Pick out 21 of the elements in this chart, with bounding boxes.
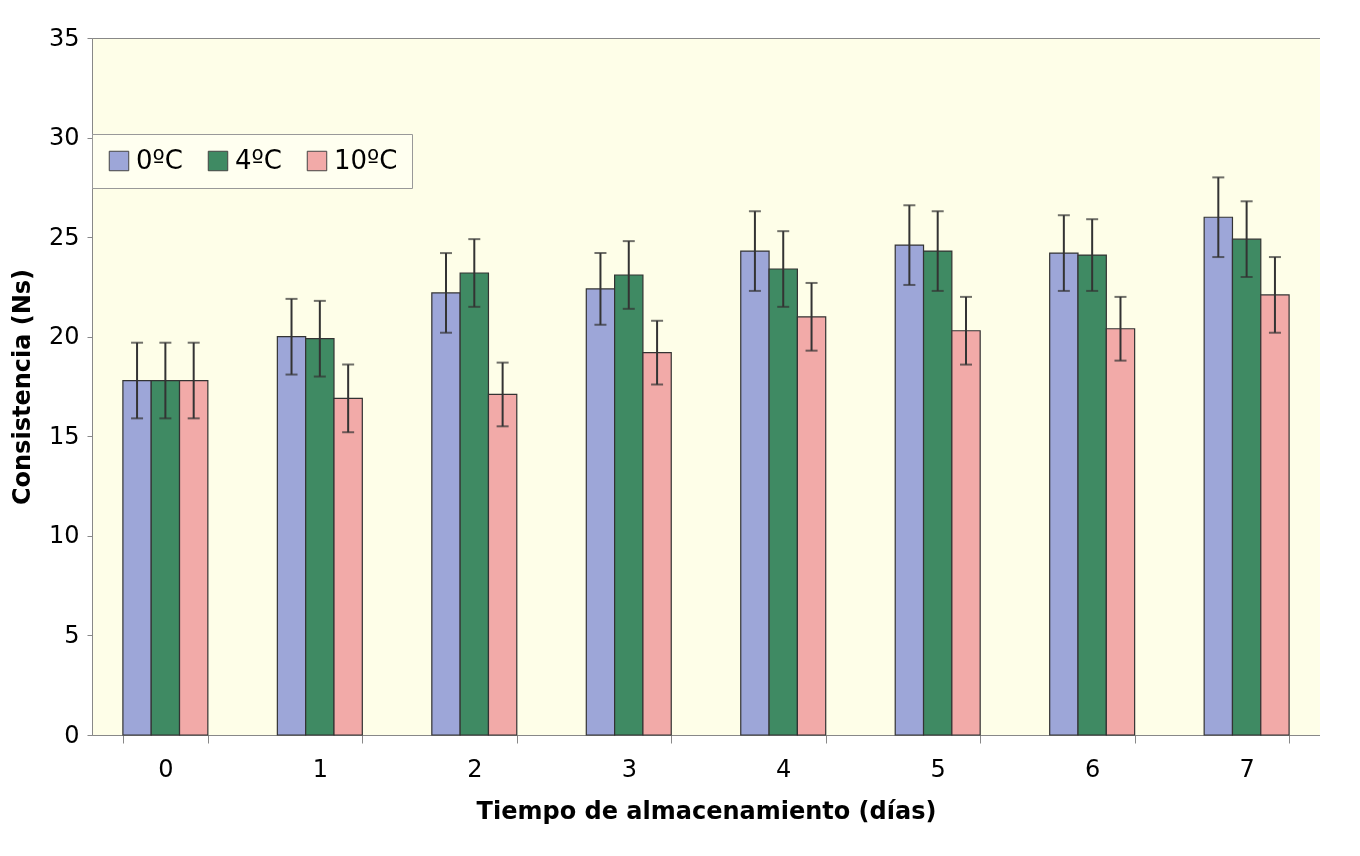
y-tick-label: 5 xyxy=(64,620,80,649)
x-tick-label: 5 xyxy=(930,754,946,783)
y-tick-label: 0 xyxy=(64,720,80,749)
y-axis-title: Consistencia (Ns) xyxy=(7,268,36,506)
y-tick-label: 35 xyxy=(48,23,80,52)
x-tick-label: 4 xyxy=(776,754,792,783)
x-tick-label: 1 xyxy=(312,754,328,783)
x-axis-title: Tiempo de almacenamiento (días) xyxy=(476,796,937,825)
y-tick-label: 20 xyxy=(48,322,80,351)
legend-label: 10ºC xyxy=(334,145,398,175)
x-tick-label: 7 xyxy=(1239,754,1255,783)
legend-label: 4ºC xyxy=(235,145,282,175)
x-tick-label: 2 xyxy=(467,754,483,783)
x-tick-label: 3 xyxy=(621,754,637,783)
y-tick-label: 30 xyxy=(48,123,80,152)
y-tick-label: 25 xyxy=(48,222,80,251)
legend-label: 0ºC xyxy=(136,145,183,175)
y-tick-label: 15 xyxy=(48,421,80,450)
x-tick-label: 0 xyxy=(158,754,174,783)
y-tick-label: 10 xyxy=(48,521,80,550)
x-tick-label: 6 xyxy=(1085,754,1101,783)
